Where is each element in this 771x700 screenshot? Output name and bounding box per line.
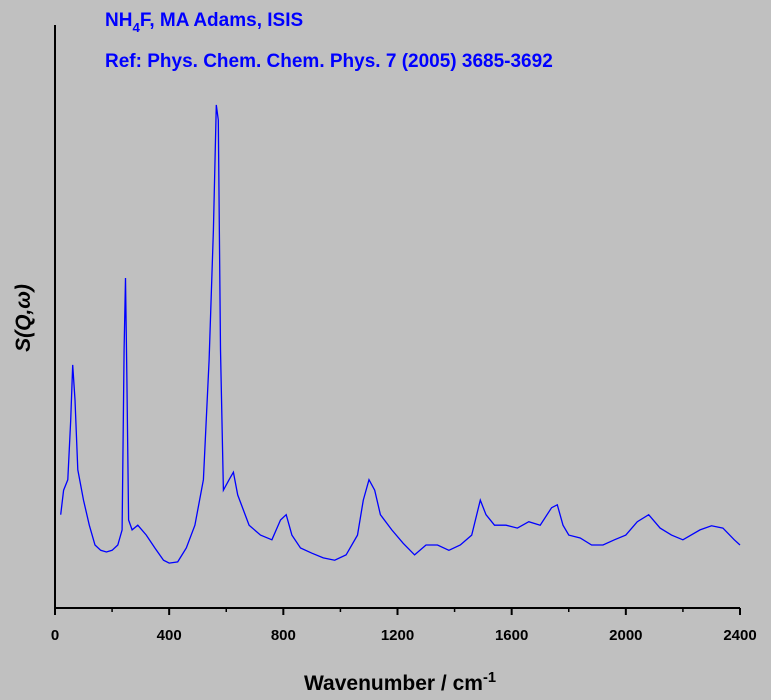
x-tick-label: 2400 xyxy=(723,627,756,644)
y-axis-label: S(Q,ω) xyxy=(12,284,35,352)
x-tick-label: 0 xyxy=(51,627,59,644)
spectrum-line xyxy=(60,104,741,564)
x-tick-label: 1600 xyxy=(495,627,528,644)
x-axis-label: Wavenumber / cm-1 xyxy=(304,670,496,695)
chart-subtitle: Ref: Phys. Chem. Chem. Phys. 7 (2005) 36… xyxy=(105,51,553,72)
x-tick-label: 800 xyxy=(271,627,296,644)
x-tick-label: 400 xyxy=(157,627,182,644)
chart-title: NH4F, MA Adams, ISIS xyxy=(105,10,303,35)
x-tick-label: 2000 xyxy=(609,627,642,644)
x-tick-label: 1200 xyxy=(381,627,414,644)
